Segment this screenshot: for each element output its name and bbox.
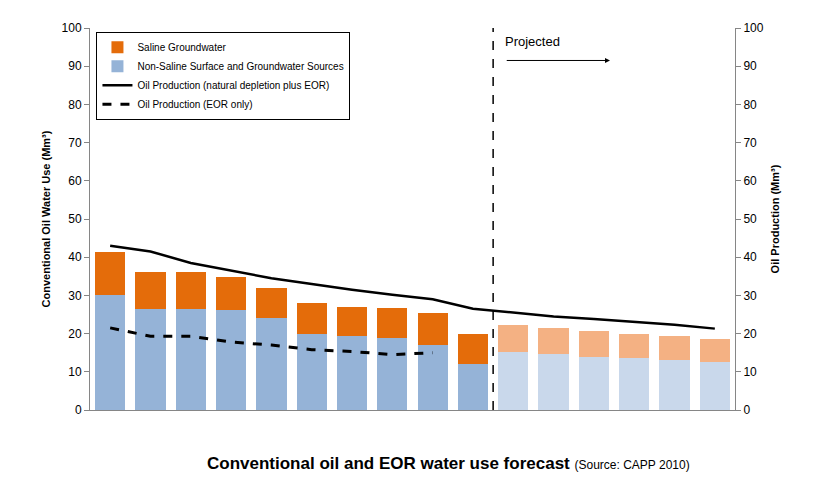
svg-text:50: 50 [743, 212, 757, 226]
svg-text:Projected: Projected [505, 34, 560, 49]
svg-text:Oil Production (natural deplet: Oil Production (natural depletion plus E… [137, 80, 329, 91]
svg-text:20: 20 [743, 327, 757, 341]
svg-text:Conventional Oil Water Use (Mm: Conventional Oil Water Use (Mm³) [40, 130, 52, 307]
svg-text:90: 90 [743, 59, 757, 73]
svg-text:80: 80 [68, 98, 82, 112]
svg-text:40: 40 [743, 250, 757, 264]
svg-text:Oil Production (Mm³): Oil Production (Mm³) [769, 164, 781, 273]
svg-text:Oil Production (EOR only): Oil Production (EOR only) [137, 99, 252, 110]
svg-text:80: 80 [743, 98, 757, 112]
svg-text:10: 10 [68, 365, 82, 379]
svg-text:60: 60 [68, 174, 82, 188]
svg-text:0: 0 [75, 403, 82, 417]
svg-text:70: 70 [743, 136, 757, 150]
svg-text:10: 10 [743, 365, 757, 379]
svg-text:Conventional oil and EOR water: Conventional oil and EOR water use forec… [207, 454, 690, 473]
svg-text:Non-Saline Surface and Groundw: Non-Saline Surface and Groundwater Sourc… [137, 61, 343, 72]
svg-text:90: 90 [68, 59, 82, 73]
svg-text:30: 30 [68, 289, 82, 303]
svg-text:20: 20 [68, 327, 82, 341]
svg-text:30: 30 [743, 289, 757, 303]
svg-text:60: 60 [743, 174, 757, 188]
svg-text:0: 0 [743, 403, 750, 417]
svg-text:Saline Groundwater: Saline Groundwater [137, 42, 226, 53]
svg-text:70: 70 [68, 136, 82, 150]
svg-text:100: 100 [743, 21, 763, 35]
svg-text:50: 50 [68, 212, 82, 226]
svg-text:40: 40 [68, 250, 82, 264]
svg-text:100: 100 [62, 21, 82, 35]
